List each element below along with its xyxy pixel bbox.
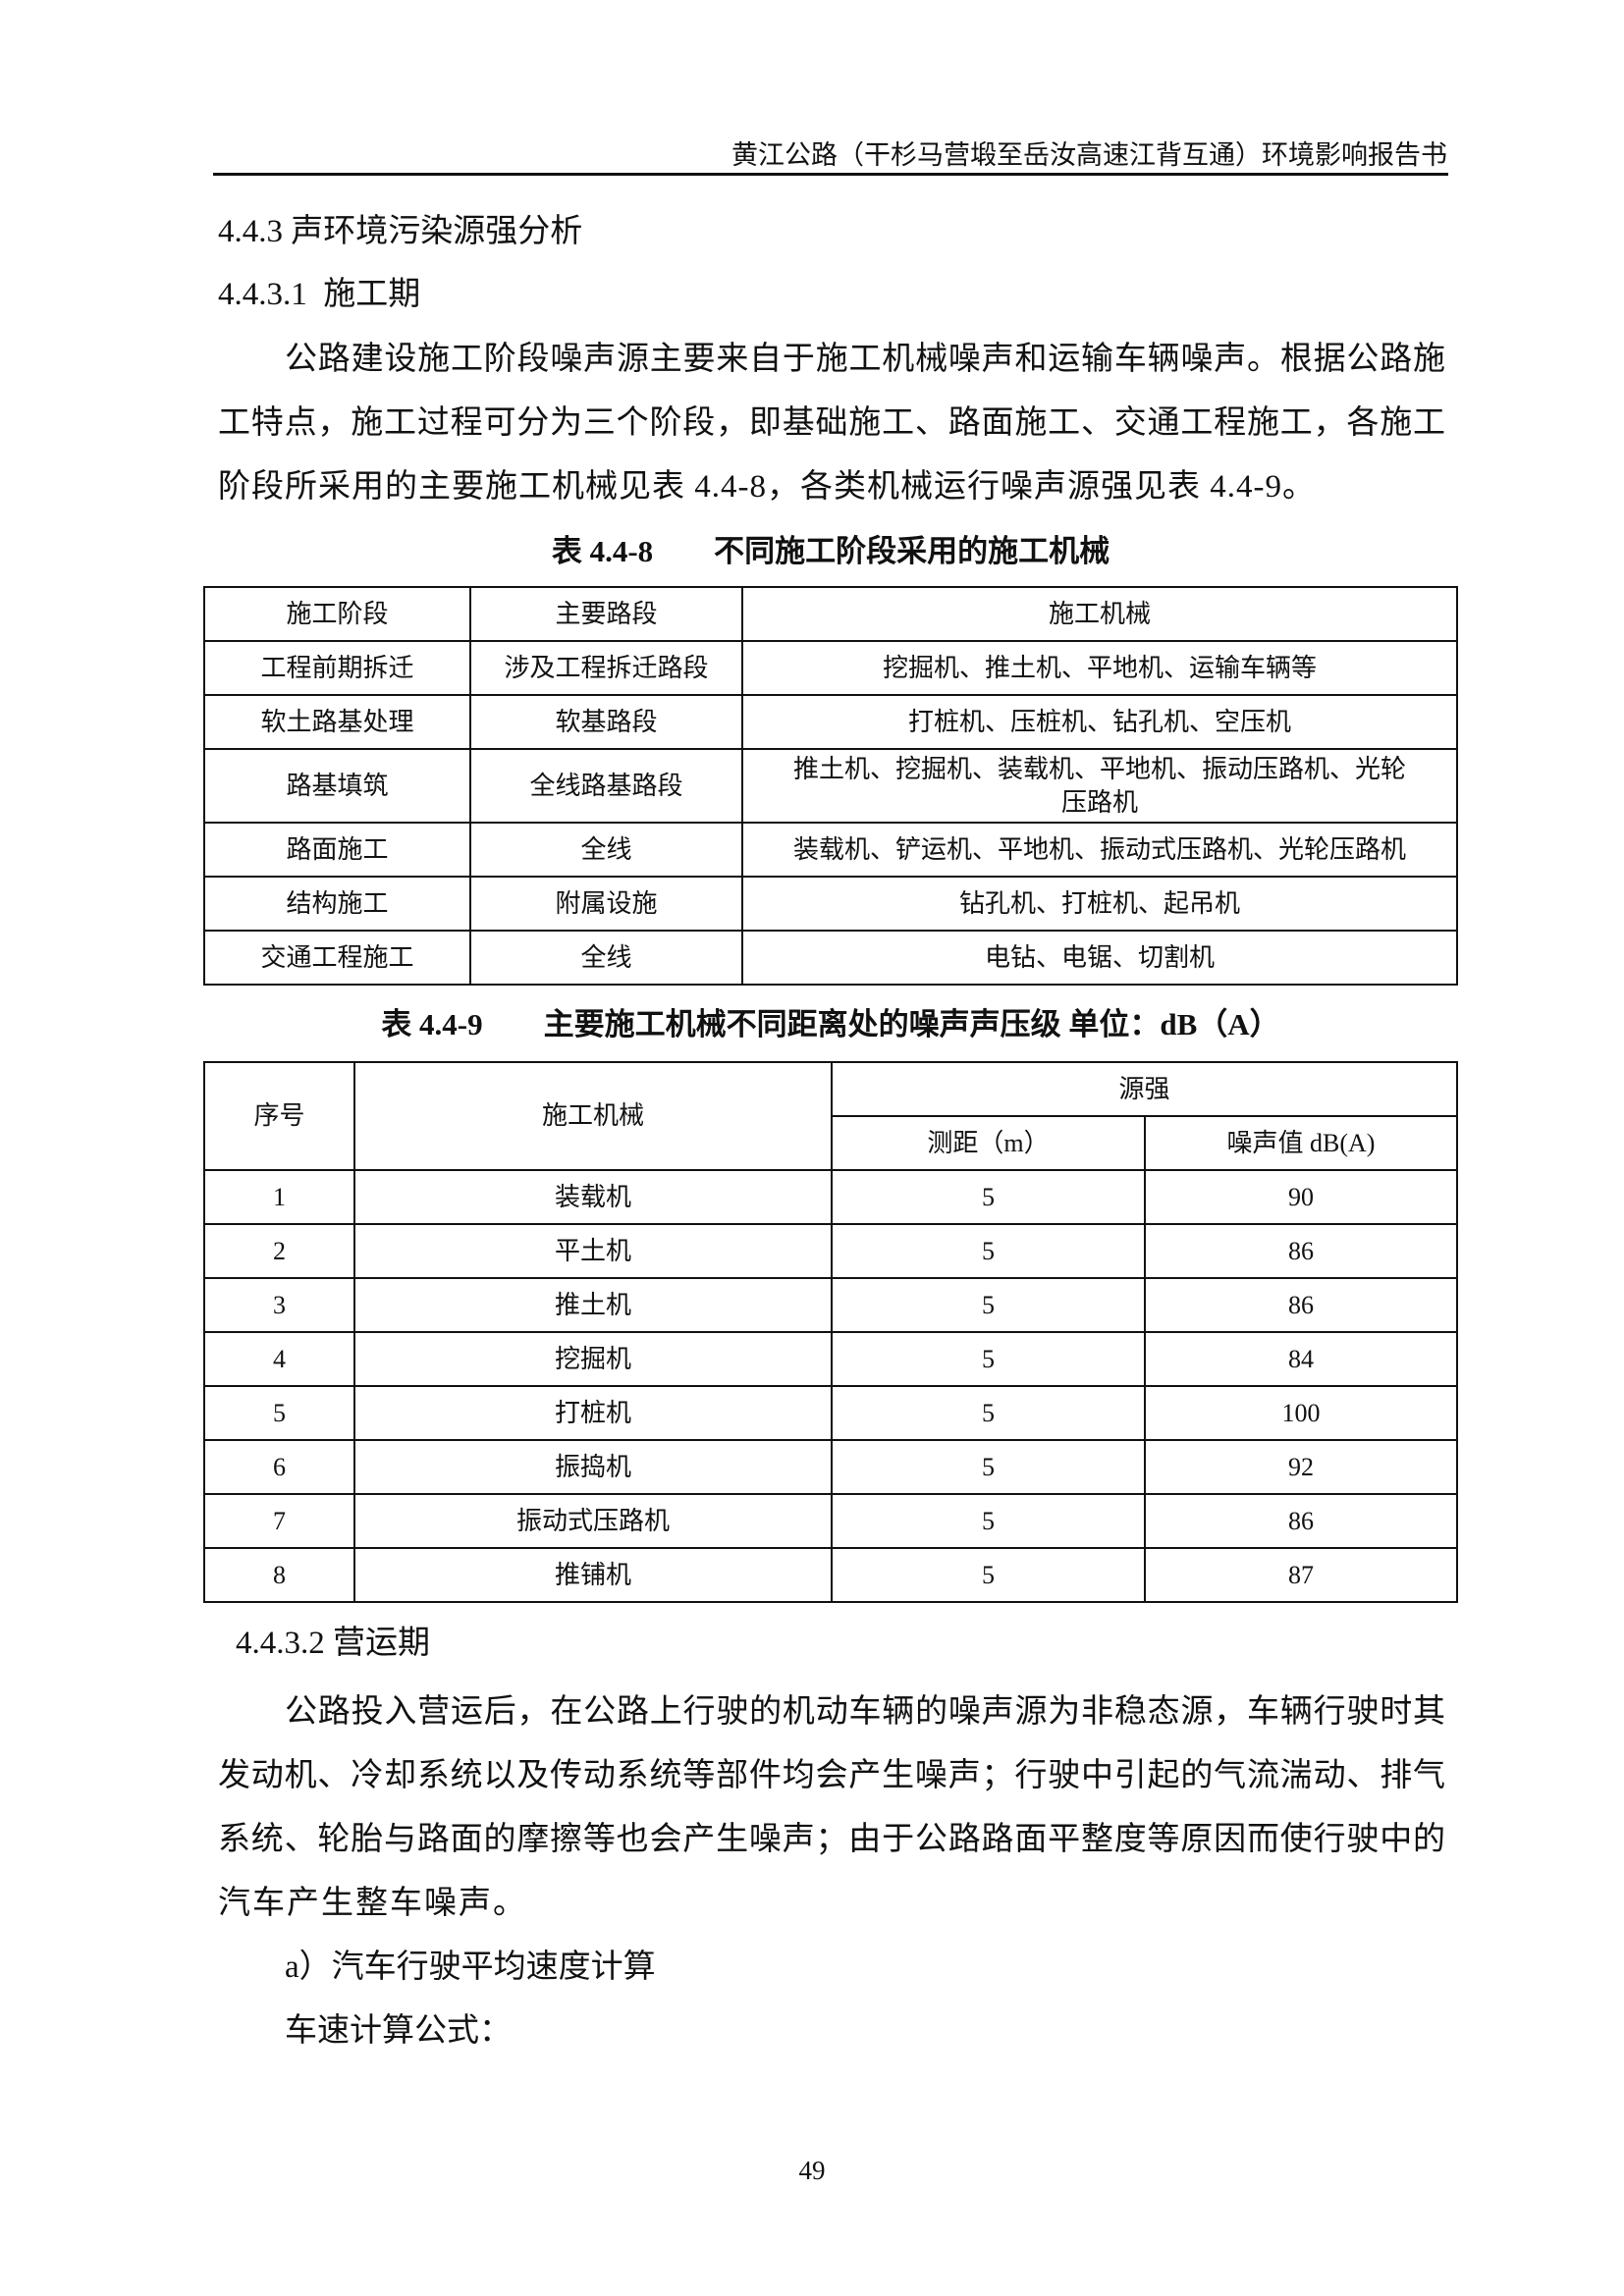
table-cell: 7 — [203, 1493, 355, 1549]
table-cell: 挖掘机、推土机、平地机、运输车辆等 — [741, 640, 1458, 696]
table-cell: 1 — [203, 1169, 355, 1225]
table-cell: 全线路基路段 — [469, 748, 743, 824]
subsection-heading-construction: 4.4.3.1 施工期 — [218, 277, 421, 312]
table-cell: 5 — [831, 1493, 1146, 1549]
table-cell: 92 — [1144, 1439, 1458, 1495]
table-cell: 打桩机、压桩机、钻孔机、空压机 — [741, 694, 1458, 750]
table-cell: 推铺机 — [353, 1547, 833, 1603]
table-cell: 振捣机 — [353, 1439, 833, 1495]
table-cell: 5 — [831, 1331, 1146, 1387]
table-cell: 全线 — [469, 930, 743, 986]
header-cell: 测距（m） — [831, 1115, 1146, 1171]
table-cell: 100 — [1144, 1385, 1458, 1441]
table-cell: 挖掘机 — [353, 1331, 833, 1387]
table-cell: 软基路段 — [469, 694, 743, 750]
table-cell: 90 — [1144, 1169, 1458, 1225]
paragraph-line: 公路投入营运后，在公路上行驶的机动车辆的噪声源为非稳态源，车辆行驶时其 — [285, 1694, 1445, 1730]
formula-label: 车速计算公式： — [285, 2013, 512, 2049]
header-cell: 施工机械 — [741, 586, 1458, 642]
table-cell: 86 — [1144, 1223, 1458, 1279]
table-cell: 5 — [831, 1547, 1146, 1603]
header-rule — [213, 173, 1448, 176]
table-row: 路基填筑 全线路基路段 推土机、挖掘机、装载机、平地机、振动压路机、光轮压路机 — [203, 748, 1458, 824]
paragraph-line: 汽车产生整车噪声。 — [218, 1886, 527, 1921]
table-header-row: 测距（m） 噪声值 dB(A) — [204, 1115, 1458, 1171]
table-cell: 路面施工 — [203, 822, 471, 878]
header-cell: 序号 — [203, 1061, 355, 1171]
table-cell: 84 — [1144, 1331, 1458, 1387]
table-cell: 全线 — [469, 822, 743, 878]
paragraph-line: 公路建设施工阶段噪声源主要来自于施工机械噪声和运输车辆噪声。根据公路施 — [285, 342, 1445, 377]
paragraph-line: 发动机、冷却系统以及传动系统等部件均会产生噪声；行驶中引起的气流湍动、排气 — [218, 1758, 1445, 1793]
table-cell: 3 — [203, 1277, 355, 1333]
table-cell: 钻孔机、打桩机、起吊机 — [741, 876, 1458, 932]
table-cell: 5 — [831, 1439, 1146, 1495]
section-heading: 4.4.3 声环境污染源强分析 — [218, 214, 583, 249]
table-cell: 87 — [1144, 1547, 1458, 1603]
table-cell: 5 — [831, 1223, 1146, 1279]
table-cell: 附属设施 — [469, 876, 743, 932]
header-cell: 施工阶段 — [203, 586, 471, 642]
table-cell: 8 — [203, 1547, 355, 1603]
table-cell: 软土路基处理 — [203, 694, 471, 750]
header-cell: 噪声值 dB(A) — [1144, 1115, 1458, 1171]
header-cell: 主要路段 — [469, 586, 743, 642]
subsection-heading-operation: 4.4.3.2 营运期 — [236, 1626, 430, 1661]
table-cell: 86 — [1144, 1493, 1458, 1549]
machinery-noise-table: 序号 施工机械 源强 测距（m） 噪声值 dB(A) 1 装载机 5 90 2 平土机 5 8… — [203, 1061, 1458, 1603]
table-cell: 涉及工程拆迁路段 — [469, 640, 743, 696]
table2-caption: 表 4.4-9 主要施工机械不同距离处的噪声声压级 单位：dB（A） — [381, 1007, 1280, 1041]
table-row: 结构施工 附属设施 钻孔机、打桩机、起吊机 — [203, 876, 1458, 932]
table-row: 软土路基处理 软基路段 打桩机、压桩机、钻孔机、空压机 — [203, 694, 1458, 750]
table-row: 交通工程施工 全线 电钻、电锯、切割机 — [203, 930, 1458, 986]
table-row: 5 打桩机 5 100 — [203, 1385, 1458, 1441]
table-header-row: 序号 施工机械 源强 — [203, 1061, 1458, 1171]
table-cell: 装载机、铲运机、平地机、振动式压路机、光轮压路机 — [741, 822, 1458, 878]
table-cell: 5 — [831, 1169, 1146, 1225]
construction-machinery-table: 施工阶段 主要路段 施工机械 工程前期拆迁 涉及工程拆迁路段 挖掘机、推土机、平… — [203, 586, 1458, 986]
table-cell: 5 — [203, 1385, 355, 1441]
table-cell: 推土机、挖掘机、装载机、平地机、振动压路机、光轮压路机 — [741, 748, 1458, 824]
table-cell: 振动式压路机 — [353, 1493, 833, 1549]
table-row: 工程前期拆迁 涉及工程拆迁路段 挖掘机、推土机、平地机、运输车辆等 — [203, 640, 1458, 696]
page-number: 49 — [798, 2156, 826, 2185]
header-cell: 源强 — [831, 1061, 1458, 1117]
table-cell: 装载机 — [353, 1169, 833, 1225]
table-cell: 结构施工 — [203, 876, 471, 932]
table-row: 4 挖掘机 5 84 — [203, 1331, 1458, 1387]
table-cell: 电钻、电锯、切割机 — [741, 930, 1458, 986]
table1-caption: 表 4.4-8 不同施工阶段采用的施工机械 — [551, 534, 1110, 568]
running-header: 黄江公路（干杉马营塅至岳汝高速江背互通）环境影响报告书 — [731, 140, 1447, 170]
table-cell: 路基填筑 — [203, 748, 471, 824]
table-cell: 86 — [1144, 1277, 1458, 1333]
table-row: 1 装载机 5 90 — [203, 1169, 1458, 1225]
header-cell: 施工机械 — [353, 1061, 833, 1171]
table-row: 2 平土机 5 86 — [203, 1223, 1458, 1279]
table-cell: 交通工程施工 — [203, 930, 471, 986]
table-cell: 5 — [831, 1385, 1146, 1441]
table-cell: 平土机 — [353, 1223, 833, 1279]
table-row: 3 推土机 5 86 — [203, 1277, 1458, 1333]
table-row: 7 振动式压路机 5 86 — [203, 1493, 1458, 1549]
paragraph-line: 工特点，施工过程可分为三个阶段，即基础施工、路面施工、交通工程施工，各施工 — [218, 405, 1445, 441]
table-cell: 6 — [203, 1439, 355, 1495]
table-cell: 工程前期拆迁 — [203, 640, 471, 696]
paragraph-line: 系统、轮胎与路面的摩擦等也会产生噪声；由于公路路面平整度等原因而使行驶中的 — [218, 1822, 1445, 1857]
table-cell: 打桩机 — [353, 1385, 833, 1441]
table-header-row: 施工阶段 主要路段 施工机械 — [203, 586, 1458, 642]
table-row: 路面施工 全线 装载机、铲运机、平地机、振动式压路机、光轮压路机 — [203, 822, 1458, 878]
table-cell: 推土机 — [353, 1277, 833, 1333]
table-cell: 4 — [203, 1331, 355, 1387]
paragraph-line: 阶段所采用的主要施工机械见表 4.4-8，各类机械运行噪声源强见表 4.4-9。 — [218, 469, 1316, 505]
table-cell: 5 — [831, 1277, 1146, 1333]
table-cell: 2 — [203, 1223, 355, 1279]
list-item-a: a）汽车行驶平均速度计算 — [285, 1949, 656, 1985]
table-row: 6 振捣机 5 92 — [203, 1439, 1458, 1495]
table-row: 8 推铺机 5 87 — [203, 1547, 1458, 1603]
